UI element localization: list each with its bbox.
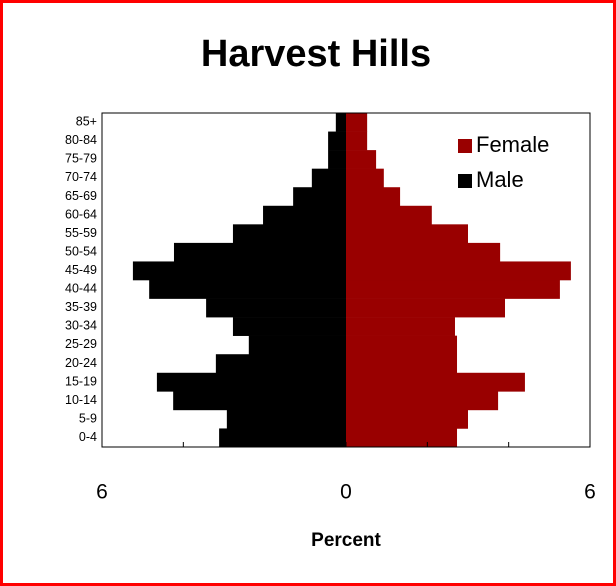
bar [293,187,346,207]
y-tick-label: 60-64 [65,207,97,221]
bar [263,205,346,225]
y-tick-label: 15-19 [65,374,97,388]
bar [335,113,346,132]
bar [346,224,468,244]
bar [219,428,346,448]
bar [346,335,458,355]
bar [346,428,458,448]
bar [311,168,346,188]
chart-title: Harvest Hills [201,33,431,75]
bar [328,150,346,169]
x-tick-label: 6 [96,481,108,504]
y-tick-label: 75-79 [65,152,97,166]
legend-swatch [458,139,472,153]
bar [346,261,571,281]
bar [206,298,346,318]
y-tick-label: 50-54 [65,244,97,258]
bar [173,391,346,411]
y-tick-label: 55-59 [65,226,97,240]
x-tick-label: 0 [340,481,352,504]
y-tick-label: 35-39 [65,300,97,314]
bar [156,372,346,392]
y-tick-label: 20-24 [65,356,97,370]
bar [226,409,346,429]
bar [346,205,432,225]
bar [328,131,346,151]
bar [346,354,458,374]
y-tick-label: 10-14 [65,393,97,407]
y-tick-label: 0-4 [79,430,97,444]
y-tick-label: 45-49 [65,263,97,277]
y-tick-label: 30-34 [65,319,97,333]
legend-label: Male [476,167,524,192]
bar [215,354,346,374]
bar [346,317,455,336]
y-tick-label: 40-44 [65,282,97,296]
x-tick-label: 6 [584,481,596,504]
legend-swatch [458,174,472,188]
legend-label: Female [476,132,549,157]
y-tick-label: 65-69 [65,189,97,203]
bar [346,150,377,169]
bar [346,298,506,318]
x-axis-label: Percent [311,530,381,551]
bar [346,280,560,299]
bar [346,391,499,411]
y-tick-label: 25-29 [65,337,97,351]
y-tick-label: 5-9 [79,411,97,425]
bar [132,261,346,281]
y-tick-label: 70-74 [65,170,97,184]
bar [346,242,501,262]
bar [346,113,368,132]
bar [232,224,346,244]
bar [346,131,368,151]
bar [232,317,346,336]
bar [173,242,346,262]
y-tick-label: 80-84 [65,133,97,147]
bar [346,409,468,429]
y-tick-label: 85+ [76,115,97,129]
bar [346,372,525,392]
bar [149,280,346,299]
bar [346,168,384,188]
bar [346,187,401,207]
bar [248,335,346,355]
